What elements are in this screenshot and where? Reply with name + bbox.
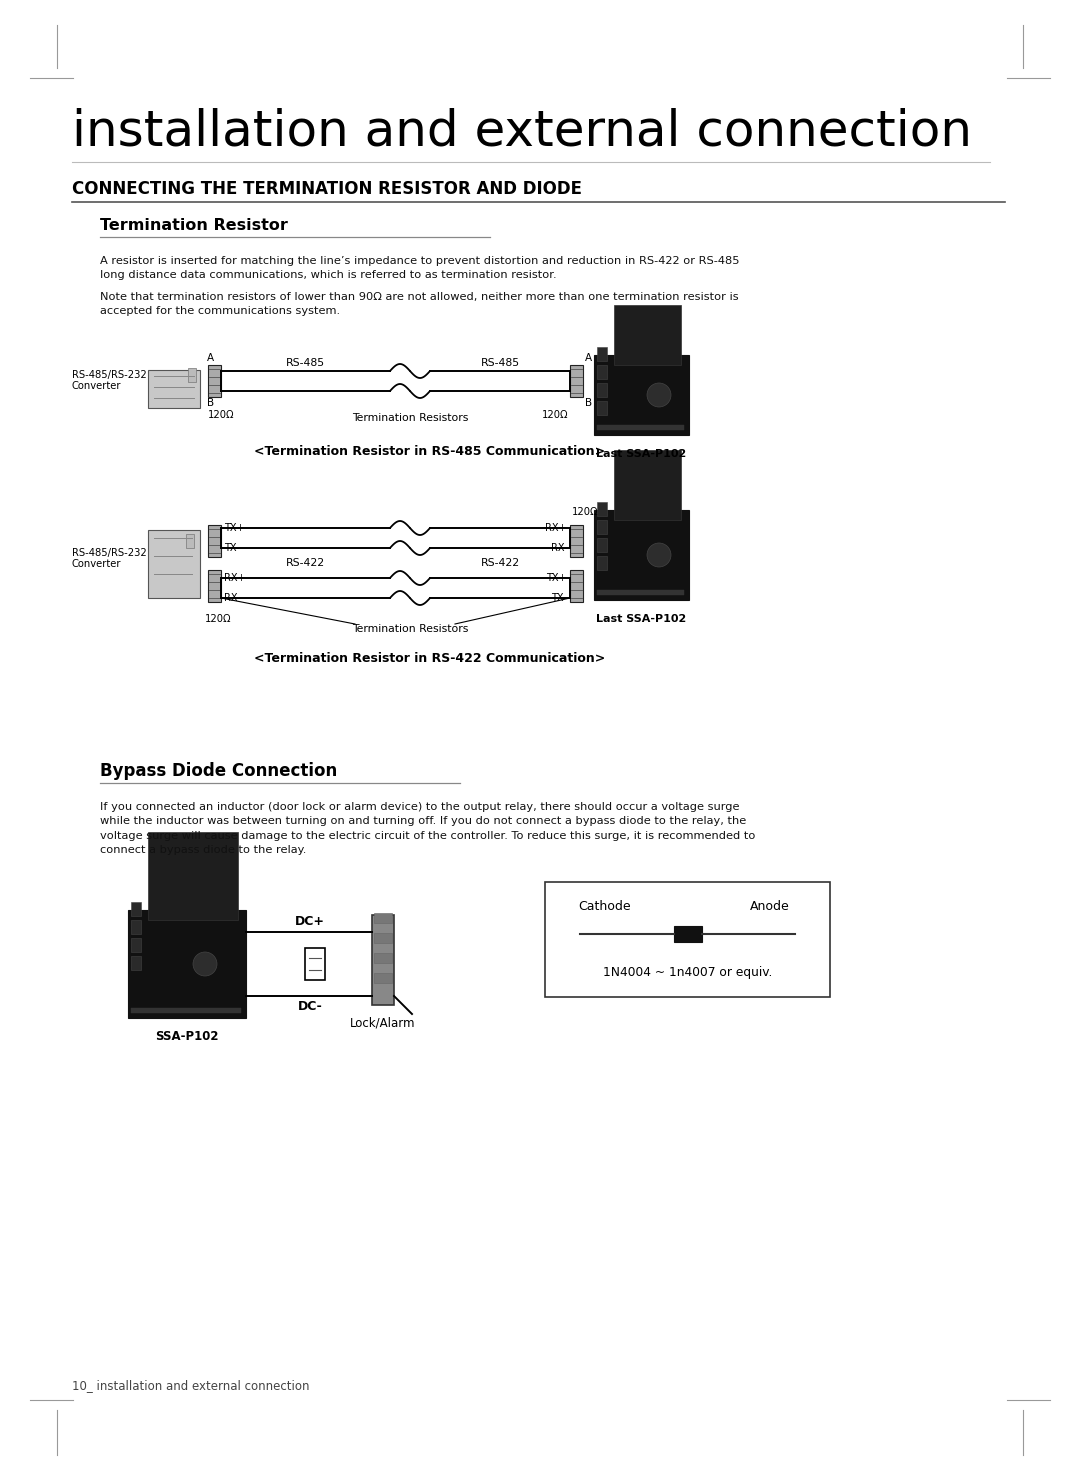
Bar (597, 590, 684, 595)
Bar (597, 365, 607, 379)
Text: 120Ω: 120Ω (208, 410, 234, 420)
Text: <Termination Resistor in RS-422 Communication>: <Termination Resistor in RS-422 Communic… (255, 652, 606, 666)
Text: TX+: TX+ (546, 572, 567, 583)
Text: RX+: RX+ (224, 572, 245, 583)
Text: A resistor is inserted for matching the line’s impedance to prevent distortion a: A resistor is inserted for matching the … (100, 256, 740, 281)
Bar (570, 365, 583, 396)
Text: Lock/Alarm: Lock/Alarm (350, 1018, 416, 1029)
Bar (129, 910, 246, 1018)
Circle shape (647, 383, 671, 407)
Text: RX-: RX- (551, 543, 567, 553)
Text: 120Ω: 120Ω (572, 507, 598, 518)
Bar (597, 424, 684, 430)
Bar (186, 534, 194, 549)
Text: Note that termination resistors of lower than 90Ω are not allowed, neither more : Note that termination resistors of lower… (100, 291, 739, 317)
Bar (374, 952, 392, 963)
Circle shape (193, 952, 217, 976)
Text: B: B (585, 398, 592, 408)
Text: RX-: RX- (224, 593, 241, 603)
Text: DC+: DC+ (295, 916, 325, 927)
Text: Last SSA-P102: Last SSA-P102 (596, 450, 686, 458)
Bar (615, 305, 681, 365)
Text: Last SSA-P102: Last SSA-P102 (596, 614, 686, 624)
Bar (372, 916, 394, 1006)
Bar (374, 913, 392, 923)
Bar (597, 501, 607, 516)
Circle shape (647, 543, 671, 566)
Bar (131, 955, 141, 970)
Text: A: A (585, 353, 592, 362)
Text: A: A (207, 353, 214, 362)
Text: TX-: TX- (552, 593, 567, 603)
Text: CONNECTING THE TERMINATION RESISTOR AND DIODE: CONNECTING THE TERMINATION RESISTOR AND … (72, 180, 582, 198)
Text: Bypass Diode Connection: Bypass Diode Connection (100, 762, 337, 779)
Text: 10_ installation and external connection: 10_ installation and external connection (72, 1378, 310, 1392)
Text: RS-485: RS-485 (286, 358, 325, 368)
Text: TX+: TX+ (224, 524, 244, 532)
Text: installation and external connection: installation and external connection (72, 106, 972, 155)
Bar (131, 902, 141, 916)
Bar (615, 450, 681, 521)
Bar (208, 569, 221, 602)
Text: Cathode: Cathode (579, 901, 632, 913)
Bar (594, 355, 689, 435)
Bar (597, 383, 607, 396)
Text: Termination Resistor: Termination Resistor (100, 217, 288, 234)
Text: 120Ω: 120Ω (205, 614, 231, 624)
Text: RS-485: RS-485 (481, 358, 519, 368)
Bar (374, 933, 392, 944)
Bar (594, 510, 689, 600)
Text: Converter: Converter (72, 559, 121, 569)
Text: DC-: DC- (298, 1000, 322, 1013)
Bar (131, 938, 141, 952)
Bar (188, 368, 195, 382)
Bar (208, 365, 221, 396)
Text: TX-: TX- (224, 543, 240, 553)
Bar (131, 1009, 241, 1013)
Text: SSA-P102: SSA-P102 (156, 1029, 219, 1043)
Bar (545, 881, 831, 997)
Bar (148, 529, 200, 598)
Bar (597, 556, 607, 569)
Text: RS-422: RS-422 (286, 558, 325, 568)
Bar (305, 948, 325, 981)
Bar (597, 348, 607, 361)
Text: RS-485/RS-232: RS-485/RS-232 (72, 549, 147, 558)
Text: RS-485/RS-232: RS-485/RS-232 (72, 370, 147, 380)
Text: Converter: Converter (72, 382, 121, 390)
Bar (148, 833, 238, 920)
Bar (208, 525, 221, 558)
Text: RX+: RX+ (545, 524, 567, 532)
Text: 120Ω: 120Ω (541, 410, 568, 420)
Bar (570, 569, 583, 602)
Bar (374, 973, 392, 984)
Bar (570, 525, 583, 558)
Text: If you connected an inductor (door lock or alarm device) to the output relay, th: If you connected an inductor (door lock … (100, 802, 755, 855)
Text: Anode: Anode (751, 901, 789, 913)
Text: <Termination Resistor in RS-485 Communication>: <Termination Resistor in RS-485 Communic… (255, 445, 606, 458)
Text: Termination Resistors: Termination Resistors (352, 413, 469, 423)
Bar (597, 521, 607, 534)
Text: Termination Resistors: Termination Resistors (352, 624, 469, 634)
Bar (597, 538, 607, 552)
Text: RS-422: RS-422 (481, 558, 519, 568)
Bar (597, 401, 607, 416)
Bar (674, 926, 702, 942)
Text: 1N4004 ~ 1n4007 or equiv.: 1N4004 ~ 1n4007 or equiv. (603, 966, 772, 979)
Bar (131, 920, 141, 935)
Text: B: B (207, 398, 214, 408)
Bar (148, 370, 200, 408)
